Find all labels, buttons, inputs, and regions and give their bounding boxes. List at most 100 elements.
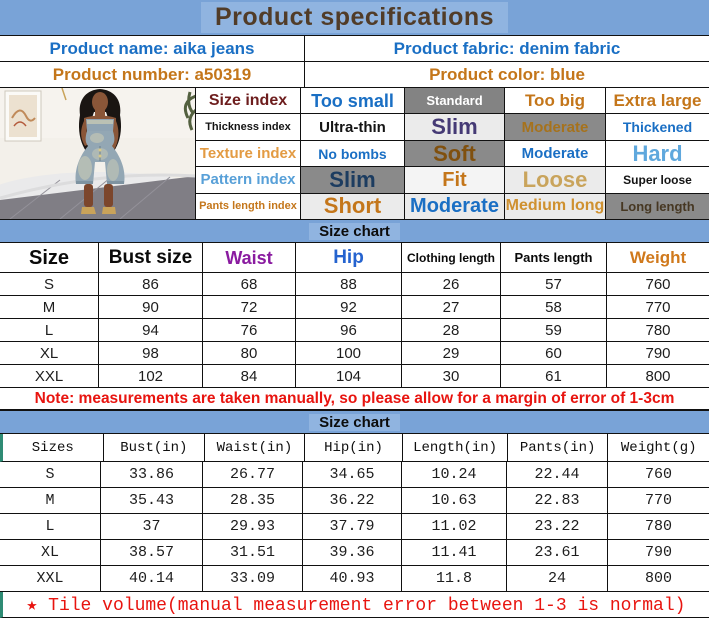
table-cell: 58	[501, 296, 607, 318]
size-table-cm-header-row: Size Bust size Waist Hip Clothing length…	[0, 243, 709, 273]
table-cell: 22.44	[507, 462, 608, 487]
grid-cell: Thickened	[622, 119, 693, 136]
product-name-cell: Product name: aika jeans	[0, 36, 305, 61]
table-cell: 22.83	[507, 488, 608, 513]
table-row-xl: XL 98 80 100 29 60 790	[0, 342, 709, 365]
grid-label-texture-index: Texture index	[196, 140, 301, 167]
table-cell: XXL	[0, 365, 99, 387]
table-cell: L	[0, 319, 99, 341]
product-fabric-cell: Product fabric: denim fabric	[393, 38, 621, 58]
table-cell: 780	[645, 321, 671, 339]
product-color-cell: Product color: blue	[429, 64, 585, 84]
header-clothing-length: Clothing length	[402, 243, 501, 272]
table-cell: 26	[402, 273, 501, 295]
table-cell: 780	[644, 518, 672, 535]
size-table-in: Sizes Bust(in) Waist(in) Hip(in) Length(…	[0, 434, 709, 592]
table-cell: M	[0, 488, 101, 513]
grid-cell: Hard	[632, 140, 683, 166]
table-cell: 102	[99, 365, 203, 387]
table-row-m: M 90 72 92 27 58 770	[0, 296, 709, 319]
header-hip: Hip	[296, 243, 402, 272]
table-cell: 33.09	[203, 566, 303, 591]
grid-cell: Ultra-thin	[301, 114, 405, 140]
table-cell: 38.57	[101, 540, 203, 565]
header-hip-in: Hip(in)	[305, 434, 404, 461]
grid-cell: Moderate	[505, 140, 606, 167]
title-bar: Product specifications	[0, 0, 709, 36]
grid-cell: Too small	[301, 88, 405, 114]
photo-and-index-section: Size index Too small Standard Too big Ex…	[0, 88, 709, 220]
table-cell: S	[0, 462, 101, 487]
size-index-grid: Size index Too small Standard Too big Ex…	[196, 88, 709, 220]
measurement-note: Note: measurements are taken manually, s…	[0, 388, 709, 410]
grid-cell: No bombs	[301, 140, 405, 167]
table-cell: 80	[203, 342, 296, 364]
table-cell: 68	[203, 273, 296, 295]
model-illustration	[0, 88, 195, 219]
grid-cell: Standard	[405, 88, 505, 114]
header-waist: Waist	[203, 243, 296, 272]
product-info-row-2: Product number: a50319 Product color: bl…	[0, 62, 709, 88]
table-cell: XL	[0, 342, 99, 364]
header-pants-length: Pants length	[501, 243, 607, 272]
grid-row-pants-length-index: Pants length index Short Moderate Medium…	[196, 193, 709, 220]
table-cell: 76	[203, 319, 296, 341]
size-chart-cm-header-bar: Size chart	[0, 220, 709, 243]
grid-row-pattern-index: Pattern index Slim Fit Loose Super loose	[196, 167, 709, 194]
table-cell: 760	[644, 466, 672, 483]
grid-row-thickness-index: Thickness index Ultra-thin Slim Moderate…	[196, 114, 709, 141]
grid-cell: Extra large	[613, 91, 702, 111]
size-table-cm: Size Bust size Waist Hip Clothing length…	[0, 243, 709, 388]
table-cell: 23.61	[507, 540, 608, 565]
product-photo	[0, 88, 196, 219]
grid-label-size-index: Size index	[196, 88, 301, 114]
table-cell: 40.14	[101, 566, 203, 591]
grid-cell: Soft	[405, 140, 505, 167]
grid-cell: Too big	[505, 88, 606, 114]
table-cell: 59	[501, 319, 607, 341]
table-row-s: S 33.86 26.77 34.65 10.24 22.44 760	[0, 462, 709, 488]
table-cell: 11.41	[402, 540, 507, 565]
table-cell: 61	[501, 365, 607, 387]
table-cell: 790	[645, 344, 671, 362]
header-weight-g: Weight(g)	[620, 439, 697, 456]
grid-cell: Short	[301, 193, 405, 220]
table-cell: 37	[101, 514, 203, 539]
table-cell: 34.65	[303, 462, 402, 487]
grid-cell: Slim	[301, 167, 405, 193]
table-cell: 11.02	[402, 514, 507, 539]
table-cell: 800	[644, 570, 672, 587]
table-cell: XXL	[0, 566, 101, 591]
size-chart-cm-title: Size chart	[309, 222, 400, 240]
header-sizes: Sizes	[3, 434, 104, 461]
product-info-row-1: Product name: aika jeans Product fabric:…	[0, 36, 709, 62]
table-cell: 31.51	[203, 540, 303, 565]
table-cell: 28	[402, 319, 501, 341]
table-cell: 760	[645, 275, 671, 293]
table-cell: 60	[501, 342, 607, 364]
table-cell: 33.86	[101, 462, 203, 487]
header-pants-in: Pants(in)	[508, 434, 609, 461]
table-cell: S	[0, 273, 99, 295]
table-row-l: L 37 29.93 37.79 11.02 23.22 780	[0, 514, 709, 540]
table-cell: 29.93	[203, 514, 303, 539]
table-cell: 30	[402, 365, 501, 387]
grid-row-texture-index: Texture index No bombs Soft Moderate Har…	[196, 140, 709, 168]
table-cell: 86	[99, 273, 203, 295]
table-cell: 84	[203, 365, 296, 387]
grid-cell: Fit	[405, 167, 505, 193]
table-cell: 29	[402, 342, 501, 364]
table-row-xl: XL 38.57 31.51 39.36 11.41 23.61 790	[0, 540, 709, 566]
grid-label-pants-length-index: Pants length index	[196, 193, 301, 220]
table-cell: 11.8	[402, 566, 507, 591]
table-cell: 770	[644, 492, 672, 509]
grid-cell: Medium long	[505, 193, 606, 220]
table-cell: 35.43	[101, 488, 203, 513]
grid-cell: Moderate	[405, 193, 505, 220]
table-cell: 92	[296, 296, 402, 318]
table-cell: 96	[296, 319, 402, 341]
table-cell: 770	[645, 298, 671, 316]
header-bust-in: Bust(in)	[104, 434, 206, 461]
table-cell: 10.63	[402, 488, 507, 513]
table-cell: 37.79	[303, 514, 402, 539]
